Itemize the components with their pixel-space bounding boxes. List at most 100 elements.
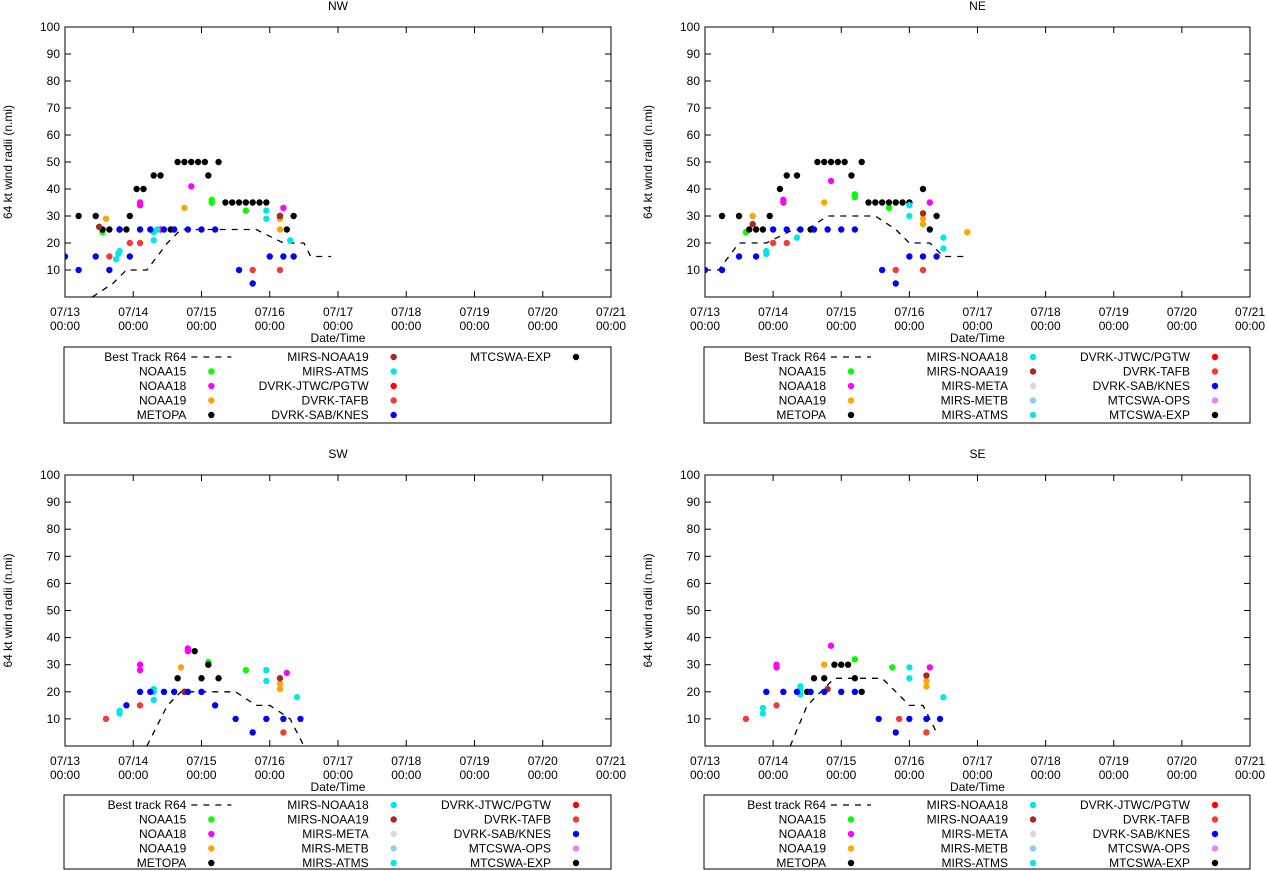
series-dvrk-sab-knes-point (735, 253, 743, 260)
series-mirs-atms-point (150, 237, 157, 244)
series-noaa15-point (242, 666, 250, 674)
series-noaa19-point (923, 677, 930, 685)
series-mirs-atms-point (263, 215, 270, 222)
series-noaa18-point (827, 177, 835, 185)
series-dvrk-sab-knes-point (147, 226, 154, 233)
series-dvrk-tafb-point (892, 266, 899, 274)
legend-label: MIRS-NOAA18 (927, 798, 1009, 812)
legend-swatch-point (572, 859, 580, 867)
legend-swatch-point (208, 859, 215, 867)
legend-swatch-point (572, 830, 580, 838)
y-tick-label: 90 (687, 495, 701, 509)
series-noaa18-point (188, 183, 195, 190)
plot-frame (64, 474, 612, 747)
legend-swatch-point (1211, 845, 1219, 852)
series-metopa-point (865, 199, 872, 206)
legend-label: NOAA15 (139, 365, 187, 379)
series-best-track-r64-line (789, 677, 938, 746)
series-noaa18-point (283, 669, 291, 677)
series-metopa-point (851, 675, 859, 682)
y-tick-label: 100 (40, 468, 60, 482)
series-mirs-noaa19-point (923, 672, 930, 679)
series-metopa-point (263, 199, 270, 206)
legend-swatch-point (847, 368, 855, 375)
series-dvrk-sab-knes-point (838, 226, 845, 233)
series-dvrk-sab-knes-point (280, 253, 287, 260)
legend-box (703, 346, 1251, 424)
series-dvrk-sab-knes-point (126, 253, 134, 260)
legend-swatch-point (1211, 353, 1219, 361)
x-axis-label: Date/Time (311, 780, 366, 794)
legend-label: MTCSWA-EXP (1109, 856, 1190, 870)
legend-swatch-point (390, 845, 397, 852)
legend-swatch-point (390, 801, 397, 809)
series-noaa15-point (242, 207, 250, 214)
y-tick-label: 90 (47, 495, 61, 509)
series-metopa-point (249, 199, 256, 206)
series-mirs-noaa19-point (919, 210, 927, 217)
legend-label: DVRK-JTWC/PGTW (259, 379, 370, 393)
series-dvrk-sab-knes-point (919, 253, 927, 260)
legend-label: METOPA (776, 856, 826, 870)
y-tick-label: 20 (687, 685, 701, 699)
plot-area (742, 642, 947, 746)
x-tick-date: 07/15 (186, 754, 216, 768)
x-tick-date: 07/20 (528, 305, 558, 319)
x-tick-date: 07/18 (1031, 305, 1061, 319)
x-tick-time: 00:00 (596, 768, 626, 782)
series-metopa-point (821, 675, 828, 682)
legend-swatch-point (390, 411, 397, 419)
series-dvrk-sab-knes-point (184, 226, 192, 233)
series-dvrk-sab-knes-point (763, 688, 770, 695)
series-noaa15-point (851, 193, 859, 201)
series-dvrk-sab-knes-point (280, 715, 287, 723)
legend-swatch-point (572, 801, 580, 809)
series-dvrk-tafb-point (773, 702, 780, 709)
y-tick-label: 10 (687, 712, 701, 726)
y-tick-label: 40 (687, 182, 701, 196)
series-metopa-point (858, 688, 865, 695)
series-mirs-noaa18-point (116, 707, 123, 714)
series-metopa-point (181, 158, 188, 166)
x-tick-date: 07/18 (391, 305, 421, 319)
series-metopa-point (827, 158, 835, 166)
y-tick-label: 70 (47, 549, 61, 563)
series-noaa19-point (919, 220, 927, 228)
series-metopa-point (821, 158, 828, 166)
x-tick-time: 00:00 (255, 768, 285, 782)
legend-swatch-point (1029, 830, 1037, 838)
y-axis-label: 64 kt wind radii (n.mi) (1, 105, 15, 219)
legend-label: NOAA18 (139, 379, 187, 393)
x-tick-time: 00:00 (962, 768, 992, 782)
x-tick-time: 00:00 (255, 319, 285, 333)
y-tick-label: 40 (47, 631, 61, 645)
legend-swatch-point (847, 830, 855, 838)
series-dvrk-tafb-point (276, 266, 284, 274)
y-tick-label: 30 (47, 209, 61, 223)
legend-swatch-point (1211, 816, 1219, 823)
legend-label: MIRS-ATMS (942, 408, 1008, 422)
series-dvrk-sab-knes-point (171, 688, 178, 695)
x-tick-time: 00:00 (391, 319, 421, 333)
legend-swatch-point (390, 368, 397, 375)
series-mirs-atms-point (116, 247, 123, 255)
series-dvrk-sab-knes-point (892, 729, 899, 736)
series-metopa-point (140, 185, 147, 193)
legend-swatch-point (847, 411, 855, 419)
series-noaa15-point (889, 664, 896, 671)
series-dvrk-sab-knes-point (807, 688, 814, 695)
x-tick-date: 07/20 (1167, 305, 1197, 319)
legend-label: MIRS-NOAA19 (927, 813, 1009, 827)
legend-box (63, 346, 612, 424)
series-metopa-point (205, 172, 212, 179)
series-metopa-point (126, 212, 134, 220)
series-dvrk-sab-knes-point (875, 715, 882, 723)
series-metopa-point (290, 212, 297, 220)
y-tick-label: 100 (680, 20, 700, 34)
x-tick-date: 07/13 (690, 754, 720, 768)
series-metopa-point (793, 172, 801, 179)
series-metopa-point (783, 172, 790, 179)
legend-label: NOAA18 (779, 827, 827, 841)
legend-label: MTCSWA-EXP (470, 856, 551, 870)
x-tick-date: 07/15 (186, 305, 216, 319)
